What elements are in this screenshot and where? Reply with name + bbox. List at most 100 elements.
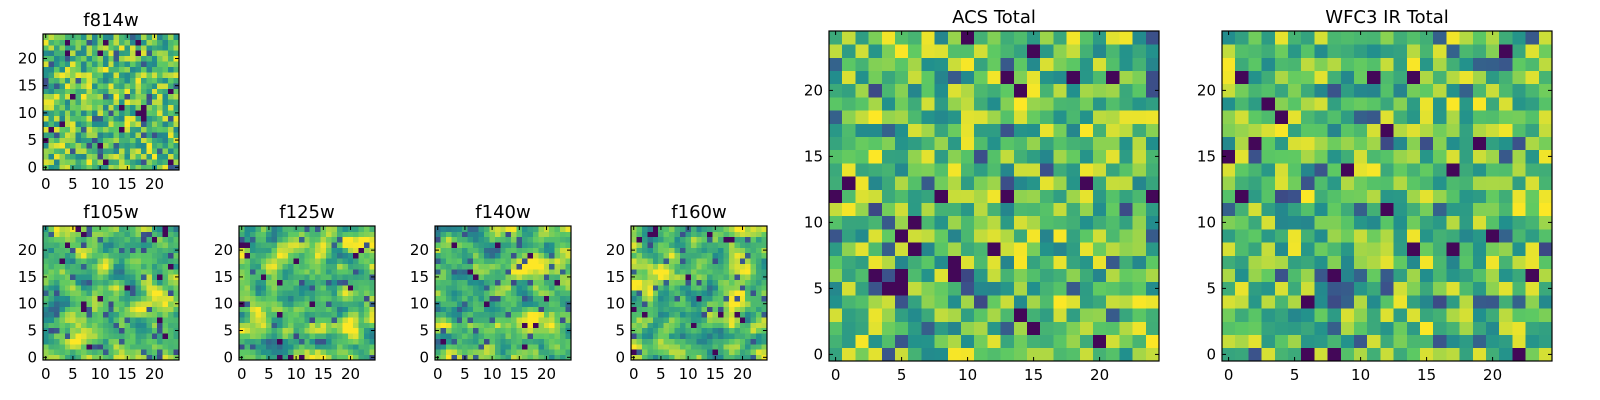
heatmap-cell <box>1380 189 1394 203</box>
heatmap-cell <box>1393 295 1408 309</box>
heatmap-cell <box>855 176 869 190</box>
heatmap-cell <box>1472 44 1487 58</box>
heatmap-cell <box>1040 83 1054 98</box>
heatmap-cell <box>921 110 935 124</box>
heatmap-cell <box>249 258 256 264</box>
heatmap-cell <box>696 349 703 356</box>
heatmap-cell <box>1079 136 1094 151</box>
heatmap-cell <box>326 258 332 264</box>
panel-title: WFC3 IR Total <box>1325 7 1448 28</box>
heatmap-cell <box>1433 189 1447 203</box>
heatmap-cell <box>636 247 643 254</box>
heatmap-cell <box>829 215 843 230</box>
heatmap-cell <box>1367 110 1381 124</box>
heatmap-cell <box>511 327 517 334</box>
heatmap-cell <box>97 242 104 248</box>
heatmap-cell <box>86 333 93 339</box>
heatmap-cell <box>543 327 550 334</box>
heatmap-cell <box>162 99 169 106</box>
heatmap-cell <box>70 115 77 122</box>
heatmap-cell <box>1288 268 1302 283</box>
heatmap-cell <box>119 142 125 149</box>
heatmap-cell <box>287 247 294 254</box>
heatmap-cell <box>146 126 153 133</box>
heatmap-cell <box>1327 255 1342 269</box>
heatmap-cell <box>1525 83 1540 98</box>
heatmap-cell <box>1538 255 1553 269</box>
heatmap-cell <box>1525 31 1540 45</box>
heatmap-cell <box>364 290 370 297</box>
heatmap-cell <box>1380 57 1394 71</box>
heatmap-cell <box>369 343 376 350</box>
heatmap-cell <box>881 202 896 217</box>
heatmap-cell <box>522 354 528 361</box>
heatmap-cell <box>255 268 262 275</box>
heatmap-cell <box>157 142 164 149</box>
heatmap-cell <box>1525 189 1540 203</box>
heatmap-cell <box>157 279 164 286</box>
heatmap-cell <box>1486 70 1500 85</box>
heatmap-cell <box>287 290 294 297</box>
heatmap-cell <box>1027 70 1041 85</box>
heatmap-cell <box>108 242 115 248</box>
heatmap-cell <box>1119 110 1133 124</box>
heatmap-cell <box>48 268 55 275</box>
heatmap-cell <box>353 317 360 323</box>
heatmap-cell <box>59 104 66 111</box>
heatmap-cell <box>151 137 158 144</box>
heatmap-cell <box>1274 83 1289 98</box>
heatmap-cell <box>1380 149 1394 164</box>
heatmap-cell <box>298 236 305 243</box>
heatmap-cell <box>663 231 670 238</box>
heatmap-cell <box>102 231 109 238</box>
heatmap-cell <box>113 263 120 270</box>
heatmap-cell <box>467 226 474 232</box>
heatmap-cell <box>86 327 93 334</box>
heatmap-cell <box>91 88 98 95</box>
heatmap-cell <box>151 279 158 286</box>
heatmap-cell <box>135 148 142 155</box>
heatmap-cell <box>59 164 66 171</box>
heatmap-cell <box>135 164 142 171</box>
heatmap-cell <box>86 338 93 345</box>
heatmap-cell <box>1053 31 1067 45</box>
heatmap-cell <box>908 281 922 296</box>
heatmap-cell <box>1261 215 1276 230</box>
heatmap-cell <box>124 55 131 62</box>
heatmap-cell <box>271 258 278 264</box>
heatmap-cell <box>505 322 512 329</box>
heatmap-cell <box>1327 149 1342 164</box>
heatmap-cell <box>647 258 654 264</box>
heatmap-cell <box>102 148 109 155</box>
heatmap-cell <box>124 327 131 334</box>
heatmap-cell <box>690 354 697 361</box>
heatmap-cell <box>560 327 566 334</box>
heatmap-cell <box>631 252 637 259</box>
heatmap-cell <box>293 311 300 318</box>
heatmap-cell <box>489 301 496 307</box>
heatmap-cell <box>309 317 316 323</box>
heatmap-cell <box>728 327 735 334</box>
y-tick-label: 15 <box>18 77 37 95</box>
heatmap-cell <box>1027 321 1041 335</box>
heatmap-cell <box>151 77 158 84</box>
heatmap-cell <box>631 236 637 243</box>
heatmap-cell <box>91 247 98 254</box>
heatmap-cell <box>293 343 300 350</box>
heatmap-cell <box>728 317 735 323</box>
heatmap-cell <box>543 333 550 339</box>
heatmap-cell <box>516 274 523 280</box>
heatmap-cell <box>43 148 49 155</box>
heatmap-cell <box>64 77 71 84</box>
heatmap-cell <box>157 306 164 313</box>
heatmap-cell <box>315 284 321 291</box>
heatmap-cell <box>549 290 556 297</box>
heatmap-cell <box>696 290 703 297</box>
heatmap-cell <box>445 290 452 297</box>
heatmap-cell <box>707 236 713 243</box>
heatmap-cell <box>64 295 71 302</box>
heatmap-cell <box>1235 347 1249 362</box>
heatmap-cell <box>369 338 376 345</box>
heatmap-cell <box>140 104 147 111</box>
heatmap-cell <box>750 263 757 270</box>
